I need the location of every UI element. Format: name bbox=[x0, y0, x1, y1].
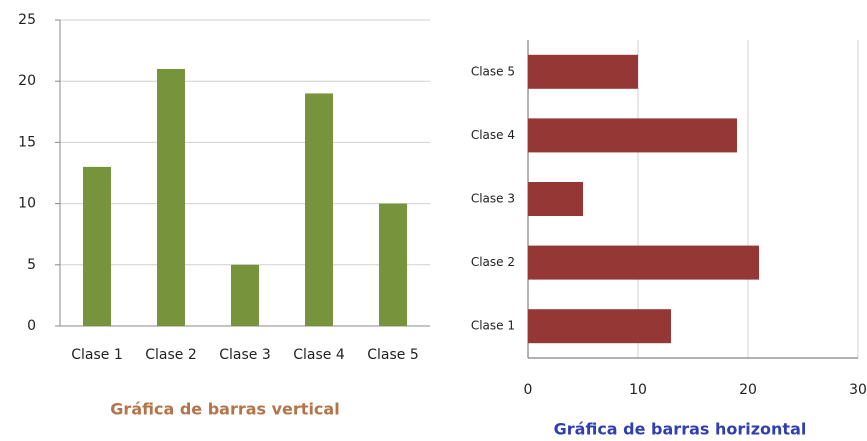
chart-title: Gráfica de barras horizontal bbox=[554, 420, 807, 439]
x-tick-label: 0 bbox=[524, 382, 533, 398]
x-tick-label: Clase 5 bbox=[367, 347, 419, 363]
y-tick-label: Clase 5 bbox=[471, 64, 515, 78]
y-tick-label: 5 bbox=[27, 257, 36, 273]
bar bbox=[305, 93, 333, 326]
bar bbox=[528, 309, 671, 344]
bar bbox=[528, 54, 638, 89]
bar bbox=[83, 166, 111, 326]
y-tick-label: Clase 3 bbox=[471, 192, 515, 206]
x-tick-label: Clase 2 bbox=[145, 347, 197, 363]
bar bbox=[528, 245, 759, 280]
x-tick-label: Clase 3 bbox=[219, 347, 271, 363]
bar bbox=[231, 264, 259, 326]
x-tick-label: 20 bbox=[739, 382, 757, 398]
bar bbox=[528, 182, 583, 216]
y-tick-label: 10 bbox=[18, 196, 36, 212]
y-tick-label: Clase 1 bbox=[471, 319, 515, 333]
x-tick-label: Clase 1 bbox=[71, 347, 123, 363]
y-tick-label: 20 bbox=[18, 73, 36, 89]
y-tick-label: Clase 4 bbox=[471, 128, 515, 142]
bar bbox=[528, 118, 737, 153]
x-tick-label: 10 bbox=[629, 382, 647, 398]
chart-title: Gráfica de barras vertical bbox=[110, 400, 339, 419]
x-tick-label: 30 bbox=[849, 382, 867, 398]
y-tick-label: Clase 2 bbox=[471, 255, 515, 269]
x-tick-label: Clase 4 bbox=[293, 347, 345, 363]
y-tick-label: 15 bbox=[18, 134, 36, 150]
bar bbox=[379, 203, 407, 326]
bar bbox=[157, 68, 185, 327]
y-tick-label: 0 bbox=[27, 318, 36, 334]
y-tick-label: 25 bbox=[18, 12, 36, 28]
